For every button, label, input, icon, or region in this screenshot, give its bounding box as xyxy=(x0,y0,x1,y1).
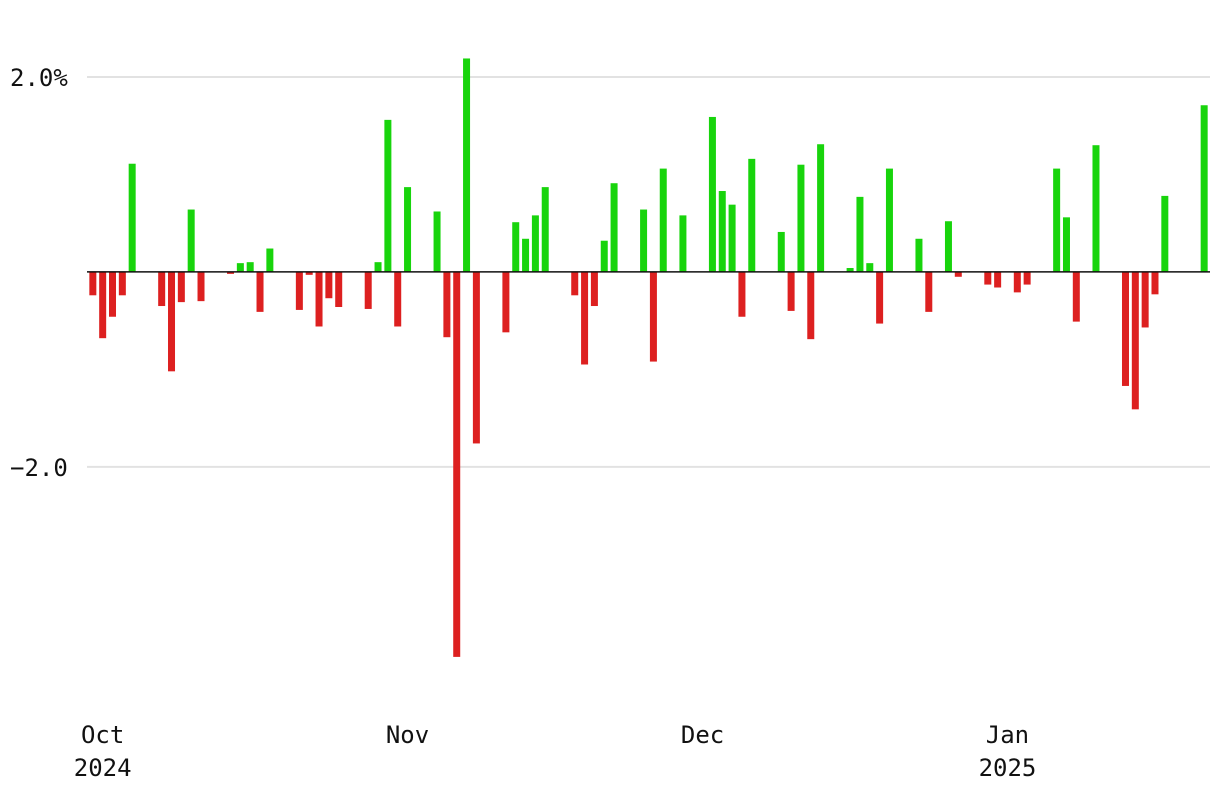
bar xyxy=(394,271,402,327)
bar xyxy=(797,164,805,272)
bar xyxy=(512,222,520,272)
bar xyxy=(128,163,136,272)
bar xyxy=(807,271,815,340)
bar xyxy=(787,271,795,311)
bar xyxy=(856,196,864,272)
bar xyxy=(915,238,923,272)
bar xyxy=(846,268,854,272)
bar xyxy=(109,271,117,317)
y-tick-label: 2.0% xyxy=(10,64,68,92)
x-tick-year: 2024 xyxy=(74,754,132,782)
bar xyxy=(1200,105,1208,272)
bar xyxy=(1053,168,1061,272)
bar xyxy=(522,238,530,272)
bar xyxy=(994,271,1002,288)
x-tick-label: Oct xyxy=(81,721,124,749)
bar xyxy=(728,204,736,272)
bar xyxy=(443,271,451,338)
bar xyxy=(227,271,235,274)
bar xyxy=(187,209,195,272)
bar xyxy=(177,271,185,303)
bar xyxy=(158,271,166,307)
x-tick-label: Dec xyxy=(681,721,724,749)
bar xyxy=(1072,271,1080,322)
bar xyxy=(600,240,608,272)
bar xyxy=(197,271,205,302)
bar xyxy=(463,58,471,272)
bar xyxy=(777,231,785,272)
bar xyxy=(885,168,893,272)
bar xyxy=(305,271,313,275)
bar xyxy=(679,215,687,272)
bar xyxy=(1141,271,1149,328)
bar xyxy=(581,271,589,365)
bar xyxy=(571,271,579,296)
bar xyxy=(590,271,598,307)
bar xyxy=(708,116,716,272)
bar xyxy=(99,271,107,339)
bar xyxy=(876,271,884,324)
bar xyxy=(659,168,667,272)
bar xyxy=(384,119,392,272)
bar xyxy=(984,271,992,285)
bar xyxy=(502,271,510,333)
bar xyxy=(89,271,97,296)
y-tick-label: −2.0 xyxy=(10,454,68,482)
bar xyxy=(954,271,962,277)
bar xyxy=(531,215,539,272)
bar xyxy=(817,144,825,272)
x-tick-label: Jan xyxy=(986,721,1029,749)
bar xyxy=(925,271,933,312)
bar xyxy=(866,263,874,272)
bar xyxy=(748,158,756,272)
bar xyxy=(718,191,726,272)
x-tick-label: Nov xyxy=(386,721,429,749)
bar xyxy=(1161,195,1169,272)
bar xyxy=(1023,271,1031,285)
bar xyxy=(1062,217,1070,272)
bar xyxy=(472,271,480,444)
bar xyxy=(266,248,274,272)
bar xyxy=(1121,271,1129,386)
bar xyxy=(335,271,343,307)
bar xyxy=(295,271,303,310)
bar xyxy=(374,262,382,272)
bar xyxy=(1013,271,1021,293)
bar xyxy=(1151,271,1159,295)
bar xyxy=(315,271,323,327)
bar xyxy=(236,263,244,272)
bar xyxy=(944,221,952,272)
bar xyxy=(610,183,618,272)
bar xyxy=(404,187,412,272)
bar xyxy=(541,187,549,272)
bar xyxy=(453,271,461,657)
bar xyxy=(1092,145,1100,272)
bar xyxy=(649,271,657,362)
bar xyxy=(256,271,264,312)
bar xyxy=(640,209,648,272)
bar xyxy=(246,262,254,272)
x-tick-year: 2025 xyxy=(979,754,1037,782)
bar xyxy=(168,271,176,372)
bar xyxy=(433,211,441,272)
bar xyxy=(738,271,746,317)
bar xyxy=(118,271,126,296)
bar xyxy=(325,271,333,299)
bar xyxy=(1131,271,1139,410)
bar xyxy=(364,271,372,309)
